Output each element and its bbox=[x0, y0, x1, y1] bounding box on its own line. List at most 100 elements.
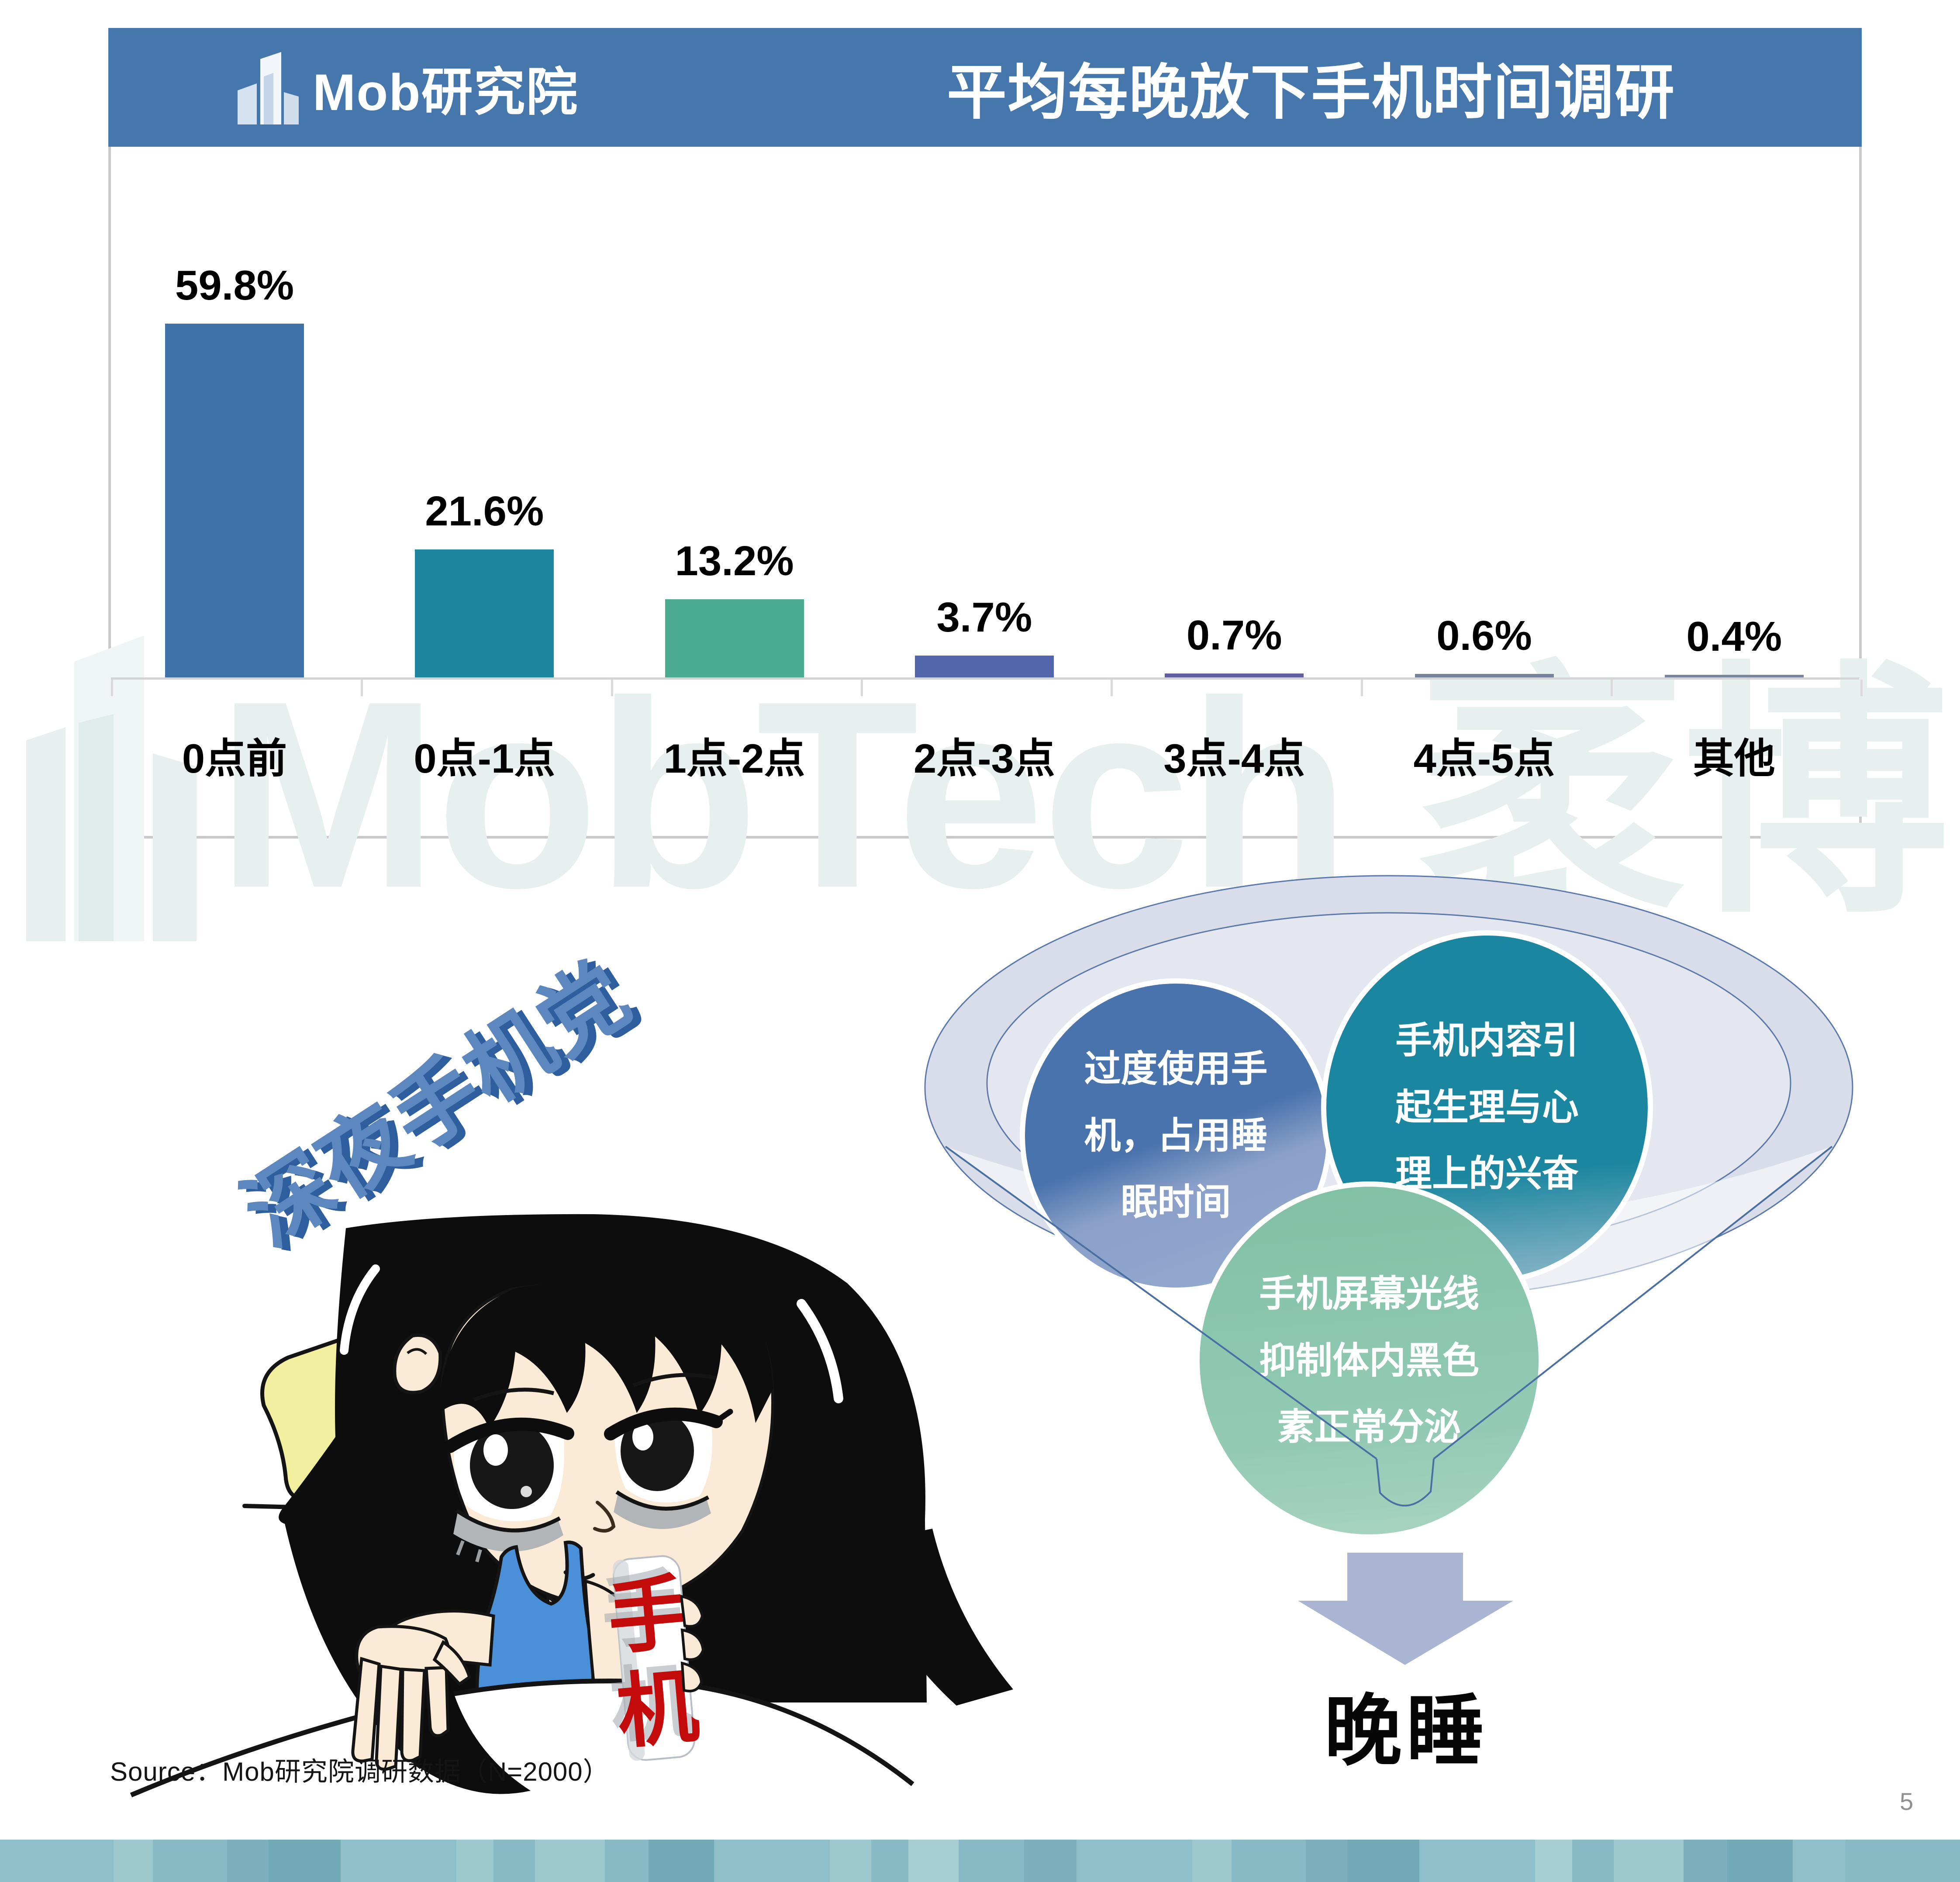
strip-segment bbox=[114, 1840, 153, 1882]
eye-wrinkles bbox=[456, 1540, 482, 1563]
strip-segment bbox=[341, 1840, 456, 1882]
strip-segment bbox=[269, 1840, 341, 1882]
bar bbox=[1165, 673, 1304, 677]
chart-panel bbox=[108, 28, 1862, 839]
bar bbox=[914, 655, 1054, 677]
strip-segment bbox=[605, 1840, 649, 1882]
finger-4 bbox=[424, 1666, 450, 1737]
strip-segment bbox=[1684, 1840, 1727, 1882]
right-eye-glint bbox=[632, 1423, 653, 1450]
strip-segment bbox=[1024, 1840, 1077, 1882]
strip-segment bbox=[1727, 1840, 1793, 1882]
bar-column: 0.7% 3点-4点 bbox=[1109, 147, 1359, 839]
bubble-line: 手机内容引 bbox=[1395, 1019, 1579, 1061]
thumb bbox=[432, 1640, 472, 1686]
left-eye-glint bbox=[483, 1434, 508, 1466]
slide-header: Mob研究院 平均每晚放下手机时间调研 bbox=[108, 28, 1862, 147]
right-eyelash bbox=[711, 1409, 733, 1426]
right-eyebrow bbox=[632, 1373, 717, 1388]
strip-segment bbox=[1572, 1840, 1614, 1882]
category-label: 2点-3点 bbox=[913, 736, 1055, 781]
strip-segment bbox=[908, 1840, 959, 1882]
funnel-bubble-screenlight: 手机屏幕光线 抑制体内黑色 素正常分泌 bbox=[1194, 1181, 1544, 1540]
bar bbox=[1664, 675, 1804, 677]
left-eye-glint-small bbox=[521, 1486, 532, 1497]
category-label: 0点-1点 bbox=[414, 736, 556, 781]
source-note: Source：Mob研究院调研数据（N=2000） bbox=[110, 1757, 610, 1786]
bar bbox=[165, 323, 304, 677]
page-title: 平均每晚放下手机时间调研 bbox=[946, 59, 1675, 126]
strip-segment bbox=[714, 1840, 830, 1882]
axis-tick bbox=[361, 680, 363, 696]
right-eye-bag bbox=[614, 1494, 711, 1529]
strip-segment bbox=[1845, 1840, 1960, 1882]
finger-1 bbox=[351, 1657, 381, 1763]
strip-segment bbox=[1347, 1840, 1419, 1882]
strip-segment bbox=[1793, 1840, 1845, 1882]
logo-text: Mob研究院 bbox=[313, 63, 579, 121]
bar-value-label: 13.2% bbox=[675, 538, 794, 585]
axis-tick bbox=[1860, 680, 1863, 696]
strip-segment bbox=[493, 1840, 535, 1882]
bar bbox=[665, 599, 804, 677]
strip-segment bbox=[1192, 1840, 1232, 1882]
hair-shine-right bbox=[797, 1299, 843, 1403]
bangs bbox=[439, 1277, 773, 1428]
sleepy-girl-cartoon: 手 机 手 机 bbox=[130, 1214, 1013, 1821]
phone-char-shadow-1: 手 bbox=[597, 1561, 686, 1658]
category-label: 其他 bbox=[1693, 736, 1775, 781]
left-eyebrow bbox=[473, 1388, 555, 1402]
right-eyelid bbox=[604, 1407, 723, 1440]
strip-segment bbox=[153, 1840, 227, 1882]
category-label: 3点-4点 bbox=[1163, 736, 1305, 781]
mob-logo: Mob研究院 bbox=[235, 28, 578, 147]
finger-3 bbox=[400, 1668, 426, 1762]
category-label: 1点-2点 bbox=[663, 736, 805, 781]
building-icon bbox=[238, 52, 299, 124]
axis-tick bbox=[1111, 680, 1113, 696]
bar-column: 0.4% 其他 bbox=[1609, 147, 1859, 839]
axis-tick bbox=[611, 680, 613, 696]
bar-value-label: 0.4% bbox=[1686, 613, 1782, 660]
strip-segment bbox=[1535, 1840, 1572, 1882]
funnel-result-label: 晚睡 bbox=[1324, 1688, 1488, 1775]
bar-column: 3.7% 2点-3点 bbox=[859, 147, 1109, 839]
bar-value-label: 0.6% bbox=[1436, 612, 1532, 659]
bubble-line: 抑制体内黑色 bbox=[1259, 1340, 1479, 1381]
strip-segment bbox=[1614, 1840, 1684, 1882]
strip-segment bbox=[830, 1840, 871, 1882]
strip-segment bbox=[1077, 1840, 1192, 1882]
bar bbox=[1415, 673, 1554, 677]
ear-inner-line bbox=[407, 1348, 428, 1355]
blanket bbox=[131, 1681, 961, 1821]
bar-column: 59.8% 0点前 bbox=[110, 147, 359, 839]
axis-tick bbox=[111, 680, 113, 696]
hair-shine-left bbox=[340, 1264, 380, 1355]
watermark: MobTech 袤博 bbox=[13, 609, 1949, 941]
bubble-line: 眠时间 bbox=[1121, 1181, 1231, 1223]
bar-column: 13.2% 1点-2点 bbox=[610, 147, 859, 839]
strip-segment bbox=[871, 1840, 908, 1882]
strip-segment bbox=[1419, 1840, 1535, 1882]
bar-column: 21.6% 0点-1点 bbox=[359, 147, 609, 839]
bubble-line: 起生理与心 bbox=[1395, 1086, 1579, 1128]
bubble-line: 过度使用手 bbox=[1084, 1048, 1268, 1089]
axis-tick bbox=[1610, 680, 1613, 696]
page-number: 5 bbox=[1900, 1788, 1914, 1815]
strip-segment bbox=[959, 1840, 1024, 1882]
bar-chart: 59.8% 0点前 21.6% 0点-1点 13.2% 1点-2点 3.7% 2… bbox=[110, 147, 1863, 839]
grip-finger-2 bbox=[680, 1628, 705, 1661]
strip-segment bbox=[1306, 1840, 1347, 1882]
ear-icon bbox=[393, 1333, 442, 1395]
strip-segment bbox=[649, 1840, 714, 1882]
strip-segment bbox=[456, 1840, 493, 1882]
left-eye-bag-line bbox=[455, 1509, 561, 1533]
finger-2 bbox=[375, 1664, 403, 1771]
left-eyelid bbox=[443, 1417, 574, 1453]
bubble-line: 机，占用睡 bbox=[1084, 1115, 1268, 1156]
phone-label-char-1: 手 bbox=[604, 1567, 693, 1664]
left-eye-bag bbox=[453, 1512, 563, 1552]
x-axis-line bbox=[111, 677, 1859, 680]
bar-value-label: 3.7% bbox=[936, 594, 1032, 641]
bar-value-label: 0.7% bbox=[1186, 611, 1282, 659]
